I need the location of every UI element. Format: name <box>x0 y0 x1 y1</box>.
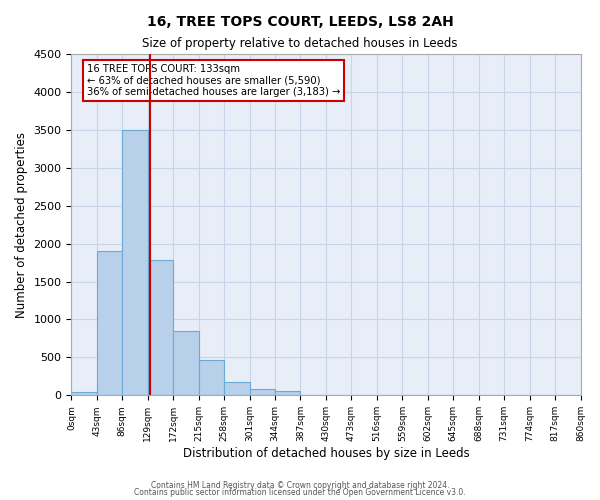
Text: Contains HM Land Registry data © Crown copyright and database right 2024.: Contains HM Land Registry data © Crown c… <box>151 480 449 490</box>
Bar <box>275 391 301 396</box>
Y-axis label: Number of detached properties: Number of detached properties <box>15 132 28 318</box>
Bar <box>71 392 97 396</box>
Text: 16 TREE TOPS COURT: 133sqm
← 63% of detached houses are smaller (5,590)
36% of s: 16 TREE TOPS COURT: 133sqm ← 63% of deta… <box>86 64 340 98</box>
Bar <box>173 331 199 396</box>
Text: Size of property relative to detached houses in Leeds: Size of property relative to detached ho… <box>142 38 458 51</box>
Bar <box>148 260 173 396</box>
Bar <box>122 130 148 396</box>
Bar <box>97 251 122 396</box>
Text: 16, TREE TOPS COURT, LEEDS, LS8 2AH: 16, TREE TOPS COURT, LEEDS, LS8 2AH <box>146 15 454 29</box>
X-axis label: Distribution of detached houses by size in Leeds: Distribution of detached houses by size … <box>182 447 469 460</box>
Bar <box>199 360 224 396</box>
Text: Contains public sector information licensed under the Open Government Licence v3: Contains public sector information licen… <box>134 488 466 497</box>
Bar <box>224 382 250 396</box>
Bar <box>250 388 275 396</box>
